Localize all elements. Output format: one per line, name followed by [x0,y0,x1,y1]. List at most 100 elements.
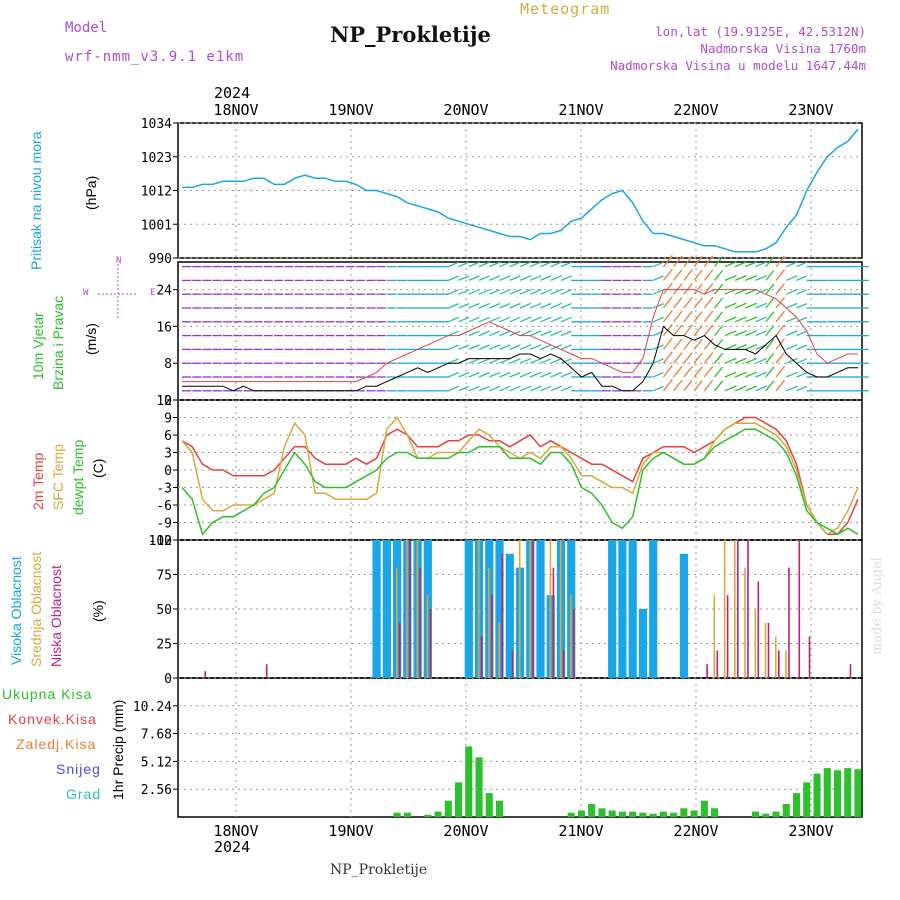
high-cloud-bar [382,540,391,678]
wind-arrow [468,289,480,295]
wind-arrow [755,330,767,337]
mid-cloud-bar [570,595,572,678]
y-tick-label: -3 [156,482,172,497]
legend-hail: Grad [66,786,102,802]
wind-arrow [509,385,521,392]
wind-arrow [714,366,724,378]
precip-bar [588,804,596,817]
wind-arrow [703,269,714,281]
y-tick-label: 2.56 [141,783,172,798]
high-cloud-bar [495,540,504,678]
wind-arrow [468,385,480,392]
low-cloud-bar [726,595,729,678]
x-tick-label-bottom: 20NOV [443,822,488,840]
wind-arrow [786,385,798,392]
wind-arrow [662,296,673,309]
precip-bar [444,800,452,817]
mid-cloud-bar [529,540,531,678]
precip-bar [403,812,411,817]
wind-arrow [765,325,775,337]
wind-arrow [673,296,683,309]
wind-arrow [714,380,724,392]
footer-station: NP_Prokletije [330,862,428,878]
wind-arrow [765,352,775,364]
wind-arrow [662,268,673,281]
wind-arrow [550,385,563,392]
wind-arrow [765,269,775,281]
wind-speed-line [182,325,858,392]
wind-arrow [796,385,808,392]
y-tick-label: 8 [164,357,172,372]
wind-arrow [448,330,459,337]
wind-arrow [468,261,480,268]
model-label: Model [65,20,108,36]
precip-bar [455,782,463,818]
wind-arrow [652,385,664,392]
x-tick-label-top: 19NOV [328,101,373,119]
wind-arrow [489,330,501,337]
high-cloud-bar [618,540,627,678]
mid-cloud-bar [488,567,490,678]
high-cloud-bar [628,540,637,678]
model-elevation-info: Nadmorska Visina u modelu 1647.44m [610,58,866,73]
precip-bar [782,804,790,817]
wind-arrow [540,302,552,309]
wind-arrow [662,365,673,378]
wind-arrow [775,365,786,378]
wind-arrow [519,344,532,350]
wind-arrow [724,275,737,281]
wind-arrow [540,385,552,392]
compass-west-label: W [83,288,89,298]
wind-arrow [468,330,480,337]
wind-arrow [519,288,532,295]
wind-arrow [745,385,758,392]
wind-arrow [509,344,521,350]
precip-bar [475,757,483,817]
wind-arrow [468,275,480,281]
wind-arrow [509,358,521,364]
wind-arrow [478,344,490,350]
wind-arrow [755,316,767,323]
wind-arrow [745,330,758,337]
precip-bar [485,793,493,817]
y-tick-label: 100 [149,534,172,549]
mid-cloud-bar [426,595,429,678]
low-cloud-bar [532,540,534,678]
wind-arrow [734,330,747,337]
wind-arrow [683,296,693,309]
wind-arrow [796,289,808,295]
wind-arrow [540,275,552,281]
temp2m-label: 2m Temp [30,452,46,510]
wind-arrow [540,330,552,337]
wind-arrow [745,275,758,281]
temp2m-line [181,416,859,535]
mid-cloud-bar [744,567,746,678]
wind-arrow [693,311,703,323]
wind-arrow [499,289,511,295]
y-tick-label: -12 [149,534,172,549]
wind-arrow [765,283,775,295]
wind-arrow [724,357,737,364]
elevation-info: Nadmorska Visina 1760m [700,41,866,56]
wind-arrow [693,269,703,281]
low-cloud-bar [399,622,401,678]
wind-arrows [182,254,869,392]
wind-arrow [560,289,572,295]
wind-arrow [529,357,542,364]
precip-bar [813,773,821,817]
precip-bar [598,808,606,817]
wind-arrow [714,352,724,364]
low-cloud-bar [798,540,801,678]
wind-arrow [560,275,572,281]
wind-arrow [509,316,521,323]
mid-cloud-label: Srednja Oblacnost [28,551,44,667]
wind-arrow [755,261,767,268]
wind-arrow [550,261,563,268]
wind-arrow [458,316,470,323]
precip-bar [567,812,575,817]
wind-arrow [786,261,798,268]
precip-bar [495,800,503,817]
wind-arrow [673,255,683,268]
